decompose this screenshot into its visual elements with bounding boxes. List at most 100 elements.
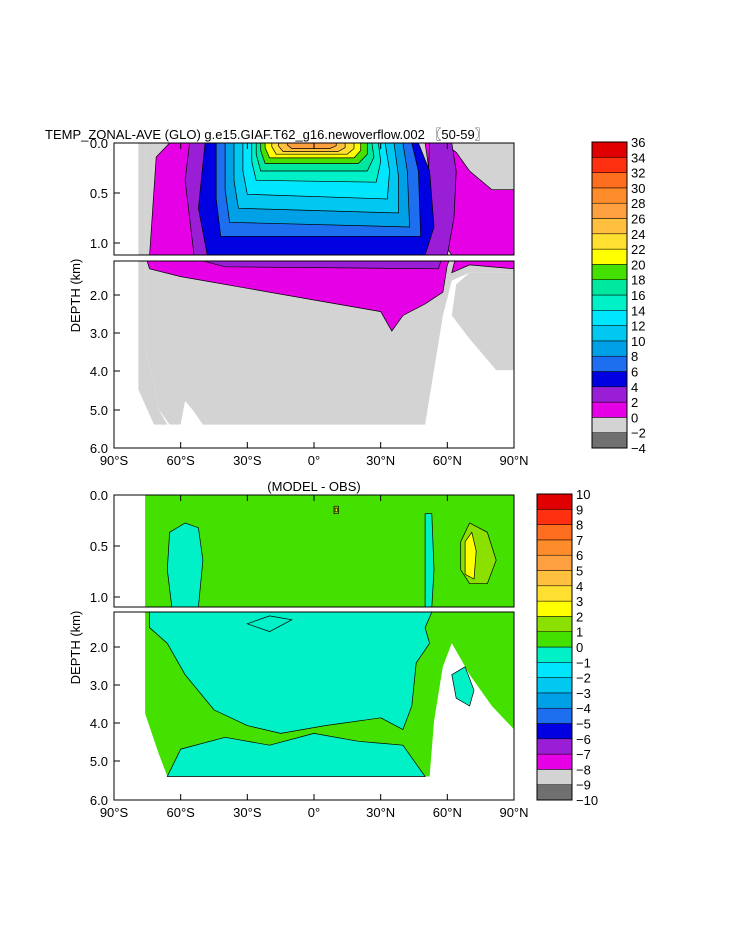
x-tick-label: 30°N <box>366 805 395 820</box>
y-axis-label: DEPTH (km) <box>68 611 83 685</box>
colorbar-swatch <box>536 753 573 770</box>
colorbar-swatch <box>536 570 573 587</box>
colorbar-label: 1 <box>576 625 583 640</box>
colorbar-label: 16 <box>631 288 645 303</box>
colorbar-swatch <box>591 386 628 403</box>
land-mask <box>114 612 168 800</box>
land-grey-south <box>138 261 168 425</box>
colorbar-swatch <box>591 248 628 265</box>
colorbar-label: 8 <box>576 518 583 533</box>
colorbar-swatch <box>591 325 628 342</box>
colorbar-label: 8 <box>631 349 638 364</box>
colorbar-label: −2 <box>631 426 646 441</box>
x-tick-label: 60°N <box>433 453 462 468</box>
y-tick-label: 1.0 <box>90 236 108 251</box>
land-mask <box>114 143 146 255</box>
colorbar-swatch <box>591 310 628 326</box>
colorbar-label: 26 <box>631 212 645 227</box>
land-mask <box>114 495 145 607</box>
colorbar-swatch <box>591 264 628 280</box>
colorbar-label: 14 <box>631 303 645 318</box>
colorbar-label: 10 <box>631 334 645 349</box>
colorbar-label: −5 <box>576 717 591 732</box>
y-tick-label: 5.0 <box>90 754 108 769</box>
contour-region <box>201 261 442 270</box>
colorbar-label: 30 <box>631 181 645 196</box>
contour-region <box>286 143 337 149</box>
x-tick-label: 0° <box>308 453 320 468</box>
contour-region <box>166 522 204 607</box>
colorbar-label: 12 <box>631 319 645 334</box>
x-tick-label: 60°S <box>166 805 195 820</box>
colorbar-swatch <box>536 662 573 678</box>
chart-title: (MODEL - OBS) <box>267 479 360 494</box>
colorbar-label: 4 <box>631 380 638 395</box>
upper-panel-field <box>114 495 514 607</box>
colorbar-label: 28 <box>631 196 645 211</box>
y-tick-label: 0.5 <box>90 186 108 201</box>
colorbar-swatch <box>536 738 573 755</box>
y-axis-label: DEPTH (km) <box>68 259 83 333</box>
colorbar-swatch <box>591 279 628 296</box>
colorbar-swatch <box>536 616 573 632</box>
y-tick-label: 6.0 <box>90 441 108 456</box>
colorbar-label: 6 <box>631 365 638 380</box>
x-tick-label: 90°S <box>100 805 129 820</box>
y-tick-label: 3.0 <box>90 326 108 341</box>
colorbar-label: 2 <box>576 609 583 624</box>
x-tick-label: 30°S <box>233 453 262 468</box>
land-grey-north <box>451 272 514 371</box>
ocean-background <box>145 495 514 607</box>
x-tick-label: 60°S <box>166 453 195 468</box>
contour-region <box>451 261 514 274</box>
colorbar-swatch <box>591 218 628 235</box>
colorbar-label: 32 <box>631 166 645 181</box>
contour-region <box>451 666 475 707</box>
colorbar-label: −4 <box>631 441 646 456</box>
colorbar-label: 3 <box>576 594 583 609</box>
colorbar-label: −9 <box>576 778 591 793</box>
colorbar-label: 34 <box>631 150 645 165</box>
y-tick-label: 5.0 <box>90 403 108 418</box>
colorbar-label: 6 <box>576 548 583 563</box>
chart-title: TEMP_ZONAL-AVE (GLO) g.e15.GIAF.T62_g16.… <box>45 127 488 142</box>
colorbar-label: 18 <box>631 273 645 288</box>
chart-2: (MODEL - OBS) 90°S 60°S 30°S 0° 30°N 60°N 90°N 0… <box>68 479 598 820</box>
y-tick-label: 4.0 <box>90 364 108 379</box>
colorbar-frame <box>591 141 628 449</box>
colorbar-label: −4 <box>576 701 591 716</box>
y-tick-label: 0.5 <box>90 539 108 554</box>
contour-region <box>334 507 338 513</box>
colorbar-label: −7 <box>576 747 591 762</box>
colorbar-swatch <box>536 524 573 541</box>
colorbar-swatch <box>536 677 573 694</box>
colorbar-label: 20 <box>631 257 645 272</box>
colorbar-label: 2 <box>631 395 638 410</box>
x-tick-label: 30°S <box>233 805 262 820</box>
colorbar-swatch <box>591 233 628 250</box>
land-mask <box>114 261 203 448</box>
colorbar-label: 22 <box>631 242 645 257</box>
y-tick-label: 6.0 <box>90 793 108 808</box>
y-tick-label: 1.0 <box>90 590 108 605</box>
colorbar-swatch <box>591 432 628 449</box>
colorbar-swatch <box>591 371 628 388</box>
y-tick-label: 4.0 <box>90 716 108 731</box>
colorbar-swatch <box>591 417 628 433</box>
y-tick-label: 2.0 <box>90 288 108 303</box>
colorbar-label: 5 <box>576 564 583 579</box>
colorbar-swatch <box>536 723 573 740</box>
colorbar-label: 0 <box>576 640 583 655</box>
contour-region <box>424 513 435 607</box>
colorbar-swatch <box>591 187 628 204</box>
y-tick-label: 2.0 <box>90 640 108 655</box>
colorbar-swatch <box>591 202 628 219</box>
colorbar-swatch <box>591 157 628 173</box>
colorbar-swatch <box>591 340 628 357</box>
colorbar-label: 10 <box>576 487 590 502</box>
colorbar-swatch <box>536 631 573 648</box>
y-tick-label: 3.0 <box>90 678 108 693</box>
colorbar-label: −1 <box>576 655 591 670</box>
colorbar-swatch <box>591 141 628 158</box>
